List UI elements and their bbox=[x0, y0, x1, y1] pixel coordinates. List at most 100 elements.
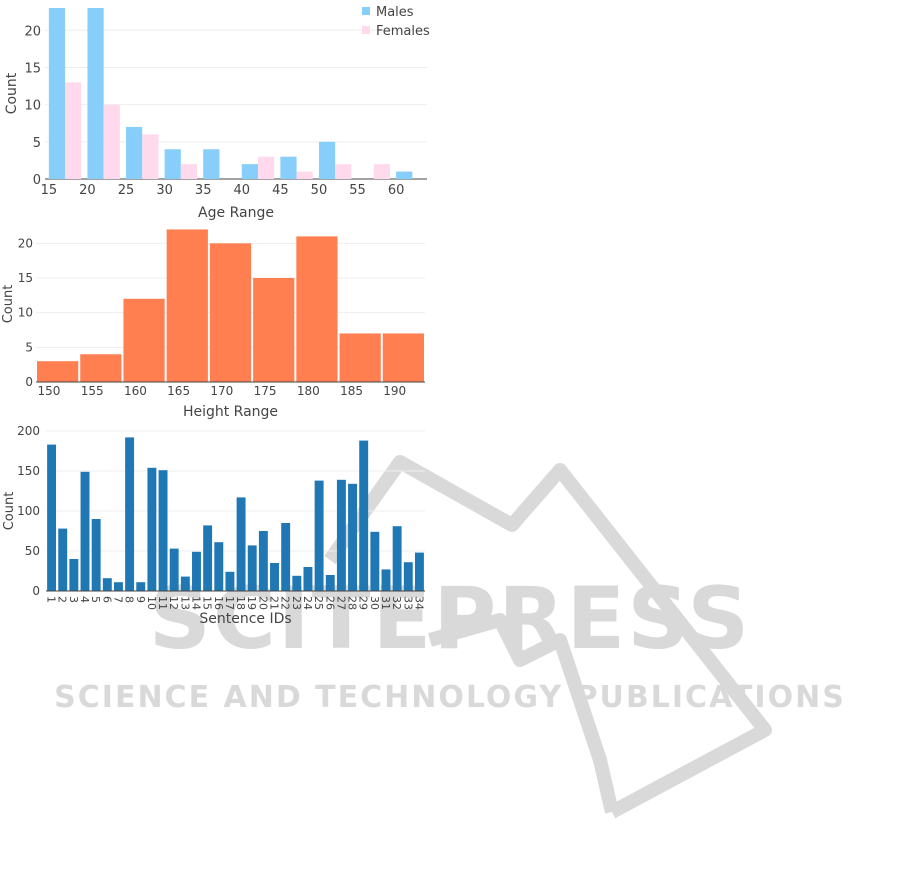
bar-sentence-15 bbox=[203, 525, 213, 591]
x-tick-label: 40 bbox=[234, 183, 251, 198]
bar-sentence-11 bbox=[158, 470, 168, 591]
y-tick-label: 10 bbox=[18, 306, 33, 320]
watermark-wing-outline bbox=[324, 455, 772, 819]
x-tick-label: 155 bbox=[81, 384, 104, 398]
x-tick-label: 23 bbox=[290, 596, 303, 610]
legend-swatch-males bbox=[362, 7, 370, 15]
bar-males-35 bbox=[203, 149, 220, 179]
age-range-chart: 0 5 10 15 20 15 20 25 30 35 40 45 50 55 60 Age Range Cou… bbox=[4, 5, 430, 221]
legend-label-males: Males bbox=[376, 5, 414, 20]
bar-sentence-34 bbox=[414, 552, 424, 591]
bar-height-173.5 bbox=[253, 278, 295, 382]
x-tick-label: 8 bbox=[123, 596, 136, 603]
height-range-chart: 0 5 10 15 20 150 155 160 165 170 175 180 185 190 Heigh… bbox=[1, 229, 425, 420]
x-tick-label: 16 bbox=[212, 596, 225, 610]
bar-height-163.5 bbox=[166, 229, 208, 382]
bar-sentence-24 bbox=[303, 567, 313, 591]
y-tick-label: 150 bbox=[17, 464, 40, 478]
x-tick-label: 7 bbox=[111, 596, 124, 603]
x-tick-label: 30 bbox=[156, 183, 173, 198]
bar-height-188.5 bbox=[382, 333, 424, 382]
y-axis-title: Count bbox=[2, 492, 17, 531]
y-tick-label: 5 bbox=[25, 340, 33, 354]
bar-height-148.5 bbox=[37, 361, 79, 382]
y-axis-title: Count bbox=[4, 72, 20, 114]
x-tick-label: 24 bbox=[301, 596, 314, 610]
bar-males-15 bbox=[48, 8, 66, 179]
x-tick-label: 150 bbox=[38, 384, 61, 398]
x-tick-label: 28 bbox=[346, 596, 359, 610]
bar-sentence-21 bbox=[270, 563, 279, 591]
y-tick-label: 20 bbox=[24, 24, 41, 39]
x-tick-label: 21 bbox=[268, 596, 281, 610]
x-tick-label: 9 bbox=[134, 596, 147, 603]
bar-sentence-17 bbox=[225, 571, 235, 591]
x-tick-label: 22 bbox=[279, 596, 292, 610]
x-tick-label: 160 bbox=[124, 384, 147, 398]
watermark-logo-shape bbox=[324, 455, 772, 819]
x-tick-label: 25 bbox=[118, 183, 135, 198]
bar-sentence-33 bbox=[403, 562, 413, 591]
x-tick-label: 18 bbox=[234, 596, 247, 610]
y-tick-label: 0 bbox=[33, 173, 41, 188]
bar-females-30 bbox=[180, 164, 198, 179]
bar-females-15 bbox=[65, 82, 82, 179]
bar-females-45 bbox=[296, 171, 313, 179]
bar-females-55 bbox=[373, 164, 390, 179]
y-tick-label: 100 bbox=[17, 504, 40, 518]
bar-sentence-6 bbox=[102, 578, 112, 591]
bar-sentence-12 bbox=[169, 548, 179, 591]
bar-sentence-26 bbox=[325, 575, 335, 591]
bar-males-45 bbox=[280, 156, 297, 179]
x-tick-label: 3 bbox=[67, 596, 80, 603]
x-tick-label: 4 bbox=[78, 596, 91, 603]
x-tick-label: 165 bbox=[167, 384, 190, 398]
x-tick-label: 15 bbox=[201, 596, 214, 610]
bar-sentence-31 bbox=[381, 569, 391, 591]
bar-males-30 bbox=[164, 149, 181, 179]
bar-sentence-8 bbox=[125, 437, 135, 591]
bar-sentence-2 bbox=[58, 528, 68, 591]
y-tick-label: 20 bbox=[18, 236, 33, 250]
x-tick-label: 31 bbox=[379, 596, 392, 610]
x-tick-label: 55 bbox=[349, 183, 366, 198]
bar-height-158.5 bbox=[123, 298, 165, 382]
bar-sentence-1 bbox=[47, 444, 57, 591]
x-tick-label: 20 bbox=[256, 596, 269, 610]
bar-sentence-30 bbox=[370, 531, 380, 591]
bar-sentence-3 bbox=[69, 559, 79, 591]
x-tick-label: 1 bbox=[45, 596, 58, 603]
x-tick-label: 12 bbox=[167, 596, 180, 610]
bar-females-25 bbox=[142, 134, 159, 179]
x-tick-label: 27 bbox=[334, 596, 347, 610]
x-tick-label: 50 bbox=[311, 183, 328, 198]
sentence-ids-chart: 0501001502001234567891011121314151617181… bbox=[2, 424, 425, 627]
y-axis-title: Count bbox=[1, 285, 16, 324]
x-tick-label: 170 bbox=[210, 384, 233, 398]
x-tick-label: 30 bbox=[368, 596, 381, 610]
bar-sentence-29 bbox=[359, 440, 369, 591]
bar-height-183.5 bbox=[339, 333, 381, 382]
bar-height-168.5 bbox=[209, 243, 252, 382]
bar-sentence-28 bbox=[348, 483, 358, 591]
x-tick-label: 6 bbox=[100, 596, 113, 603]
x-tick-label: 11 bbox=[156, 596, 169, 610]
bar-males-20 bbox=[87, 8, 104, 179]
x-tick-label: 13 bbox=[178, 596, 191, 610]
y-tick-label: 10 bbox=[24, 99, 41, 114]
y-tick-label: 15 bbox=[18, 271, 33, 285]
x-tick-label: 19 bbox=[245, 596, 258, 610]
y-tick-label: 200 bbox=[17, 424, 40, 438]
y-tick-label: 0 bbox=[32, 584, 40, 598]
x-tick-label: 25 bbox=[312, 596, 325, 610]
bar-height-153.5 bbox=[80, 354, 122, 382]
watermark-tagline-text: SCIENCE AND TECHNOLOGY PUBLICATIONS bbox=[54, 680, 846, 715]
bar-sentence-19 bbox=[247, 545, 257, 591]
bar-males-60 bbox=[396, 171, 413, 179]
y-tick-label: 0 bbox=[25, 375, 33, 389]
x-tick-label: 2 bbox=[56, 596, 69, 603]
watermark-wing-inner bbox=[428, 613, 619, 814]
x-tick-label: 15 bbox=[41, 183, 58, 198]
x-tick-label: 32 bbox=[390, 596, 403, 610]
x-tick-label: 17 bbox=[223, 596, 236, 610]
